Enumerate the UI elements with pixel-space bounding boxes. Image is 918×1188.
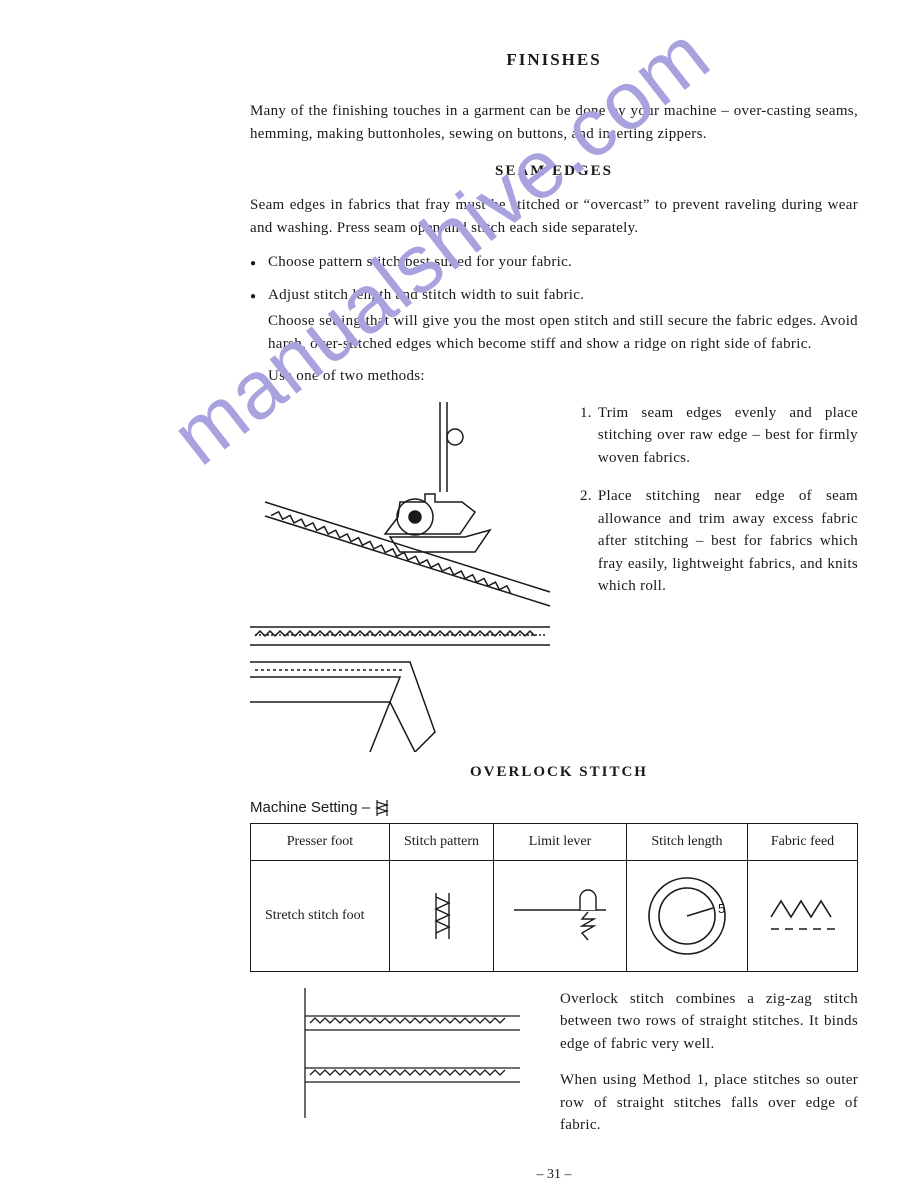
bullet-1: Choose pattern stitch best suited for yo… — [268, 251, 858, 274]
page-title: FINISHES — [250, 50, 858, 70]
fabric-feed-icon — [763, 891, 843, 941]
method-2-num: 2. — [580, 485, 592, 598]
cell-limit-lever — [494, 860, 627, 971]
method-1: 1. Trim seam edges evenly and place stit… — [580, 402, 858, 470]
overlock-paragraph-1: Overlock stitch combines a zig-zag stitc… — [560, 988, 858, 1056]
stitch-length-dial-icon: 5 — [642, 871, 732, 961]
stitch-pattern-icon — [427, 891, 457, 941]
cell-stitch-length: 5 — [626, 860, 747, 971]
limit-lever-icon — [510, 886, 610, 946]
seam-edges-body: Seam edges in fabrics that fray must be … — [250, 194, 858, 239]
method-2-text: Place stitching near edge of seam allowa… — [598, 485, 858, 598]
overlock-stitch-icon — [374, 799, 390, 817]
cell-fabric-feed — [748, 860, 858, 971]
th-limit-lever: Limit lever — [494, 823, 627, 860]
cell-stitch-pattern — [389, 860, 493, 971]
bullet-2: Adjust stitch length and stitch width to… — [268, 284, 858, 356]
th-fabric-feed: Fabric feed — [748, 823, 858, 860]
method-1-num: 1. — [580, 402, 592, 470]
th-stitch-length: Stitch length — [626, 823, 747, 860]
dial-value: 5 — [718, 901, 725, 916]
section-heading-seam-edges: SEAM EDGES — [250, 163, 858, 180]
page-number: – 31 – — [250, 1167, 858, 1183]
overlock-sample-figure — [250, 988, 540, 1123]
method-2: 2. Place stitching near edge of seam all… — [580, 485, 858, 598]
method-1-text: Trim seam edges evenly and place stitchi… — [598, 402, 858, 470]
bullet-list: Choose pattern stitch best suited for yo… — [250, 251, 858, 388]
th-presser-foot: Presser foot — [251, 823, 390, 860]
section-heading-overlock: OVERLOCK STITCH — [470, 764, 858, 781]
cell-presser-foot: Stretch stitch foot — [251, 860, 390, 971]
settings-table: Presser foot Stitch pattern Limit lever … — [250, 823, 858, 972]
bullet-3: Use one of two methods: — [268, 365, 858, 388]
intro-paragraph: Many of the finishing touches in a garme… — [250, 100, 858, 145]
machine-setting-label: Machine Setting – — [250, 799, 858, 817]
bullet-2-sub: Choose setting that will give you the mo… — [268, 310, 858, 355]
th-stitch-pattern: Stitch pattern — [389, 823, 493, 860]
overlock-paragraph-2: When using Method 1, place stitches so o… — [560, 1069, 858, 1137]
sewing-machine-figure — [250, 402, 560, 752]
bullet-2-text: Adjust stitch length and stitch width to… — [268, 287, 584, 303]
